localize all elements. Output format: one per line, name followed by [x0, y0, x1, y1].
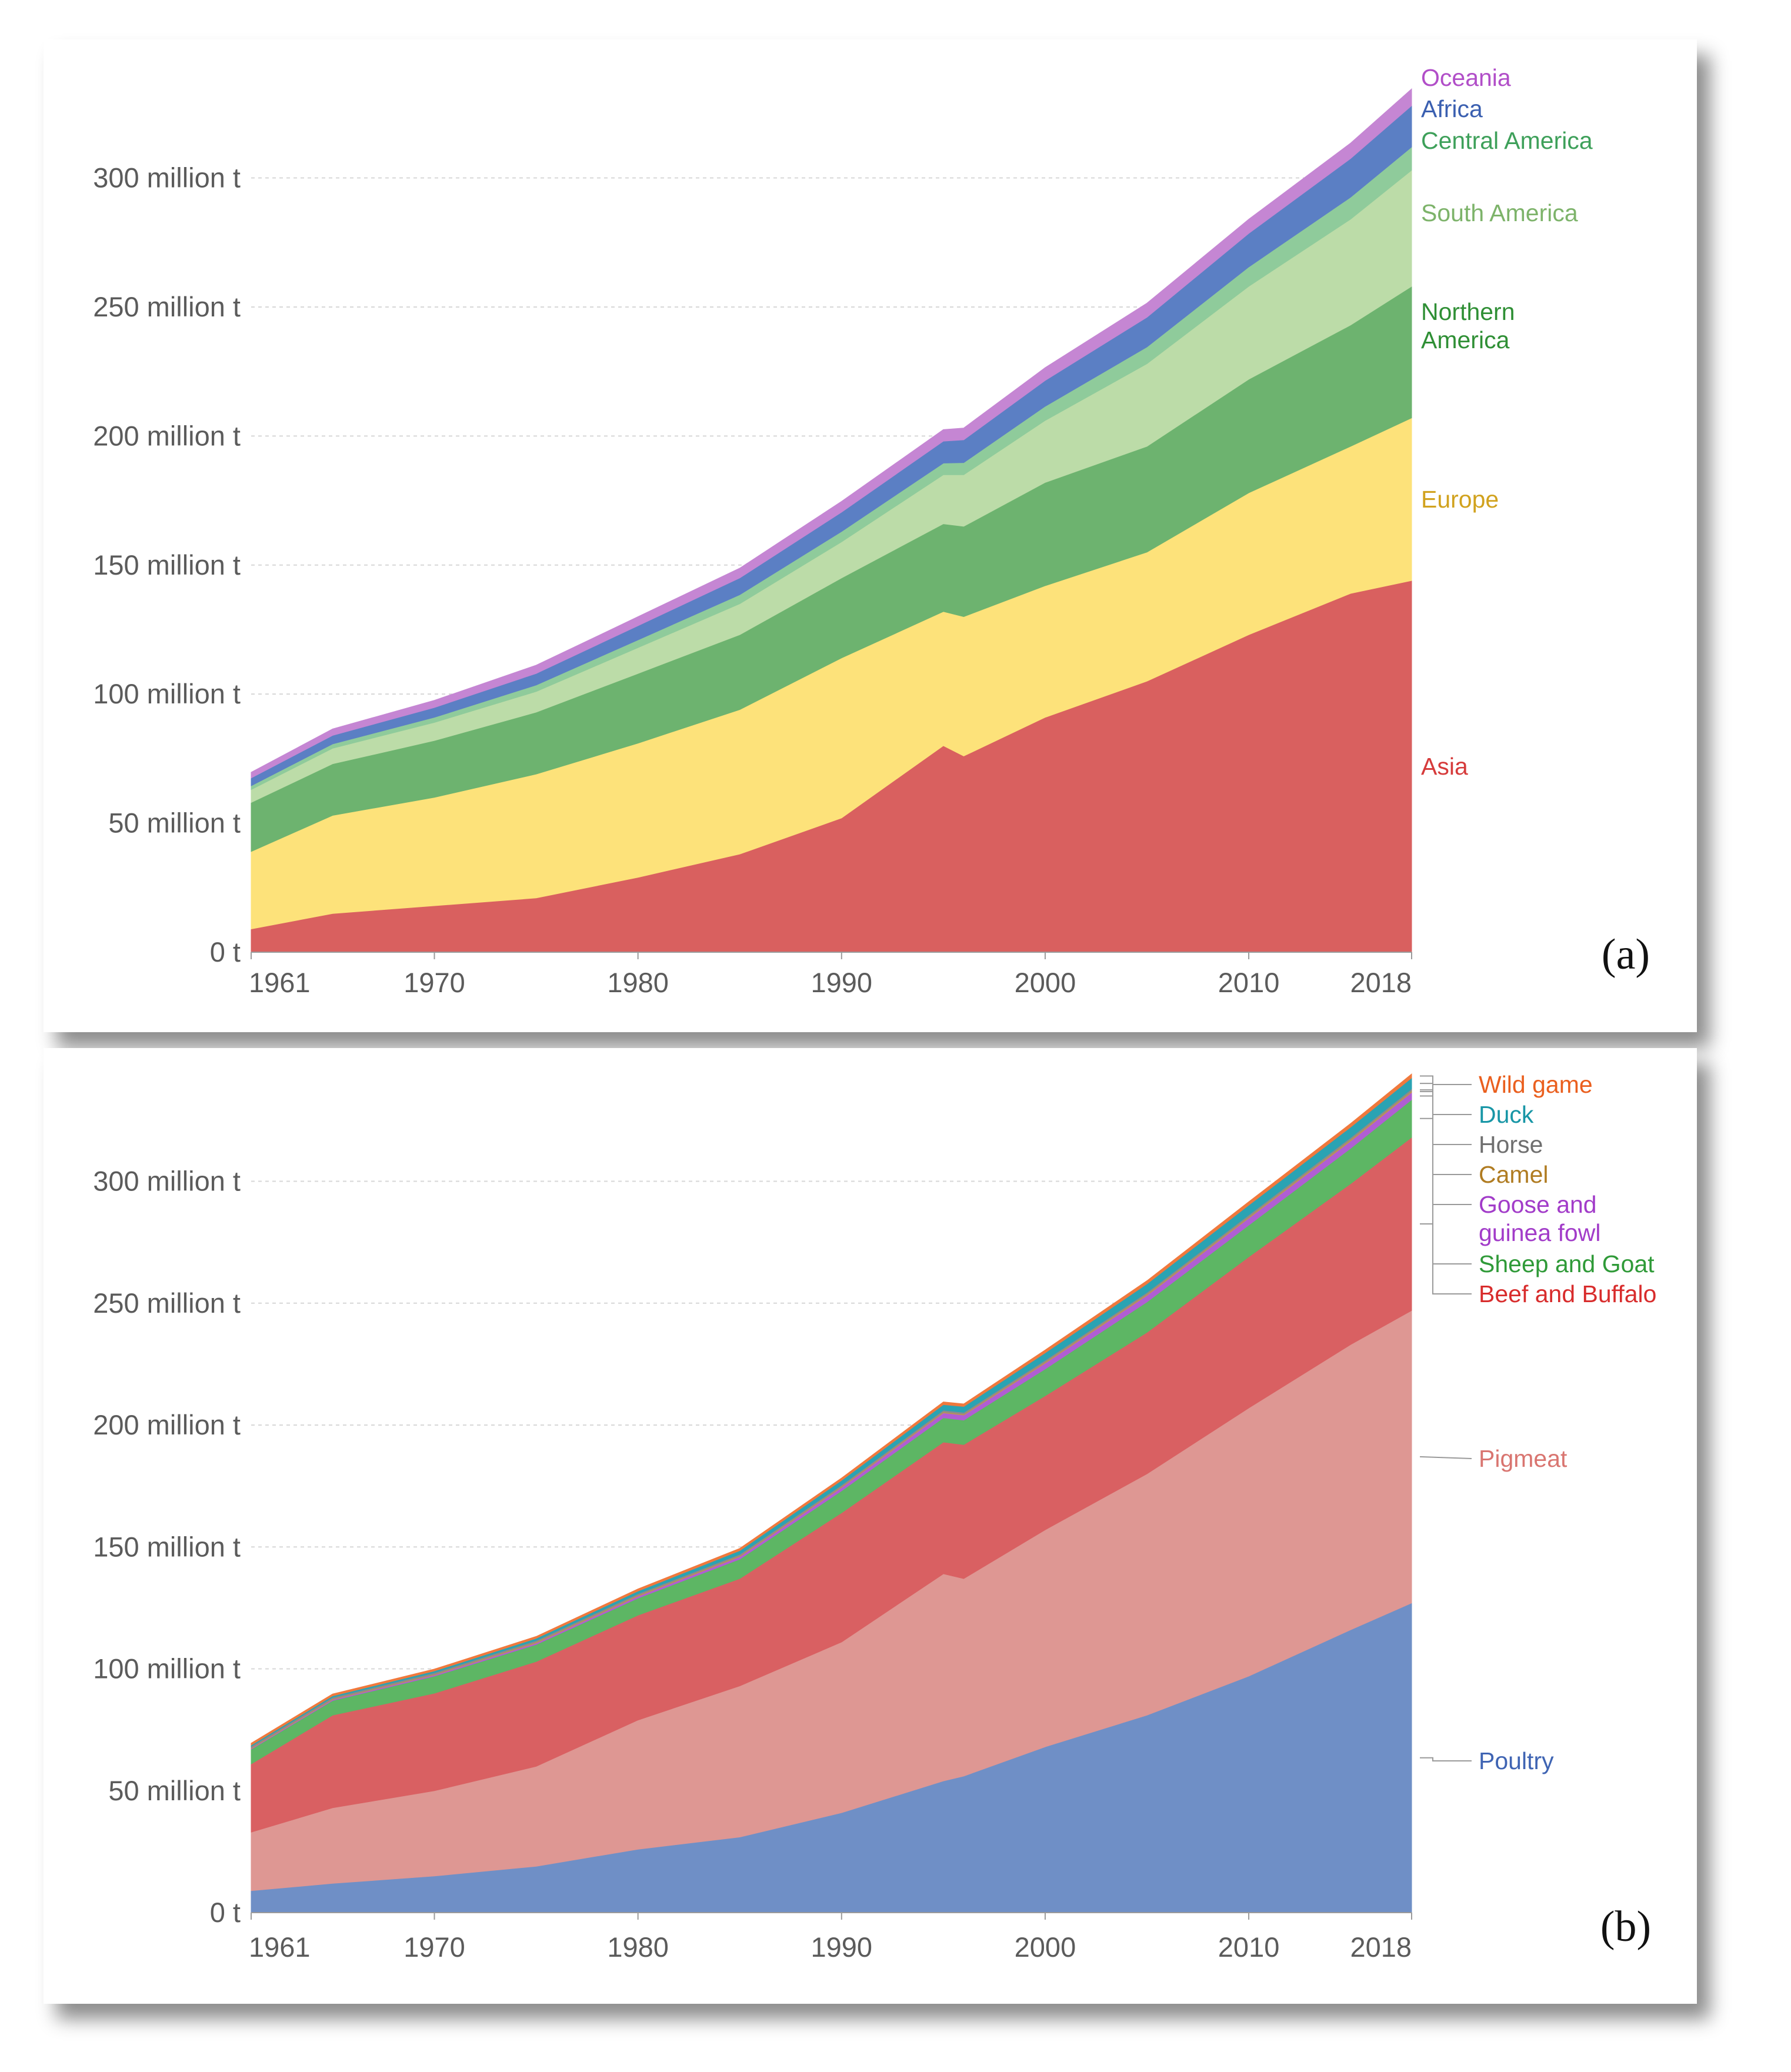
y-tick-label: 200 million t [93, 420, 241, 451]
leader-line-horse [1420, 1089, 1472, 1145]
leader-line-poultry [1420, 1757, 1472, 1761]
x-tick-label: 1980 [607, 1931, 669, 1963]
x-tick-label: 1990 [811, 1931, 873, 1963]
series-label-pigmeat: Pigmeat [1479, 1445, 1567, 1472]
y-tick-label: 250 million t [93, 291, 241, 322]
y-tick-label: 100 million t [93, 678, 241, 709]
y-tick-label: 300 million t [93, 1166, 241, 1197]
y-tick-label: 50 million t [108, 808, 241, 839]
area-wild-game [251, 1073, 1412, 1746]
series-label-camel: Camel [1479, 1161, 1548, 1188]
y-tick-label: 150 million t [93, 1531, 241, 1562]
series-label-horse: Horse [1479, 1131, 1543, 1158]
y-tick-label: 200 million t [93, 1409, 241, 1440]
chart-panel-a: 0 t 50 million t 100 million t 150 million … [44, 39, 1697, 1032]
x-tick-label: 2000 [1015, 967, 1076, 998]
chart-a: 0 t 50 million t 100 million t 150 million … [93, 64, 1650, 998]
y-tick-label: 150 million t [93, 549, 241, 580]
x-tick-label: 1961 [249, 1931, 311, 1963]
series-label-wild-game: Wild game [1479, 1071, 1593, 1098]
y-tick-label: 250 million t [93, 1287, 241, 1319]
x-tick-label: 1980 [607, 967, 669, 998]
y-tick-label: 0 t [210, 936, 241, 967]
series-label-south-america: South America [1421, 199, 1578, 226]
leader-line-beef-and-buffalo [1420, 1223, 1472, 1294]
series-label-duck: Duck [1479, 1101, 1534, 1128]
series-label-central-america: Central America [1421, 127, 1593, 154]
chart-panel-b: 0 t 50 million t 100 million t 150 million … [44, 1048, 1697, 2004]
leader-line-sheep-and-goat [1420, 1117, 1472, 1264]
series-label-sheep-and-goat: Sheep and Goat [1479, 1250, 1655, 1277]
series-label-asia: Asia [1421, 753, 1468, 780]
x-tick-label: 1990 [811, 967, 873, 998]
series-label-poultry: Poultry [1479, 1747, 1554, 1774]
series-label-northern-america: Northern America [1421, 298, 1515, 353]
area-oceania [251, 88, 1412, 779]
leader-line-camel [1420, 1090, 1472, 1175]
series-label-europe: Europe [1421, 486, 1499, 513]
chart-b: 0 t 50 million t 100 million t 150 million … [93, 1071, 1656, 1963]
panel-label: (a) [1602, 930, 1650, 979]
leader-line-duck [1420, 1083, 1472, 1115]
series-label-beef-and-buffalo: Beef and Buffalo [1479, 1280, 1656, 1307]
series-label-goose-and-guinea-fowl: Goose and guinea fowl [1479, 1191, 1600, 1246]
x-tick-label: 1970 [403, 1931, 465, 1963]
x-tick-label: 2010 [1218, 1931, 1280, 1963]
leader-line-pigmeat [1419, 1456, 1472, 1459]
series-label-oceania: Oceania [1421, 64, 1511, 91]
y-tick-label: 100 million t [93, 1653, 241, 1684]
x-tick-label: 2018 [1350, 1931, 1412, 1963]
x-tick-label: 1961 [249, 967, 311, 998]
x-tick-label: 2000 [1015, 1931, 1076, 1963]
x-tick-label: 2018 [1350, 967, 1412, 998]
leader-line-goose-and-guinea-fowl [1420, 1095, 1472, 1205]
series-label-africa: Africa [1421, 95, 1483, 122]
leader-line-wild-game [1420, 1075, 1472, 1085]
y-tick-label: 50 million t [108, 1775, 241, 1806]
panel-label: (b) [1600, 1903, 1651, 1951]
y-tick-label: 0 t [210, 1897, 241, 1928]
x-tick-label: 2010 [1218, 967, 1280, 998]
y-tick-label: 300 million t [93, 162, 241, 193]
x-tick-label: 1970 [403, 967, 465, 998]
